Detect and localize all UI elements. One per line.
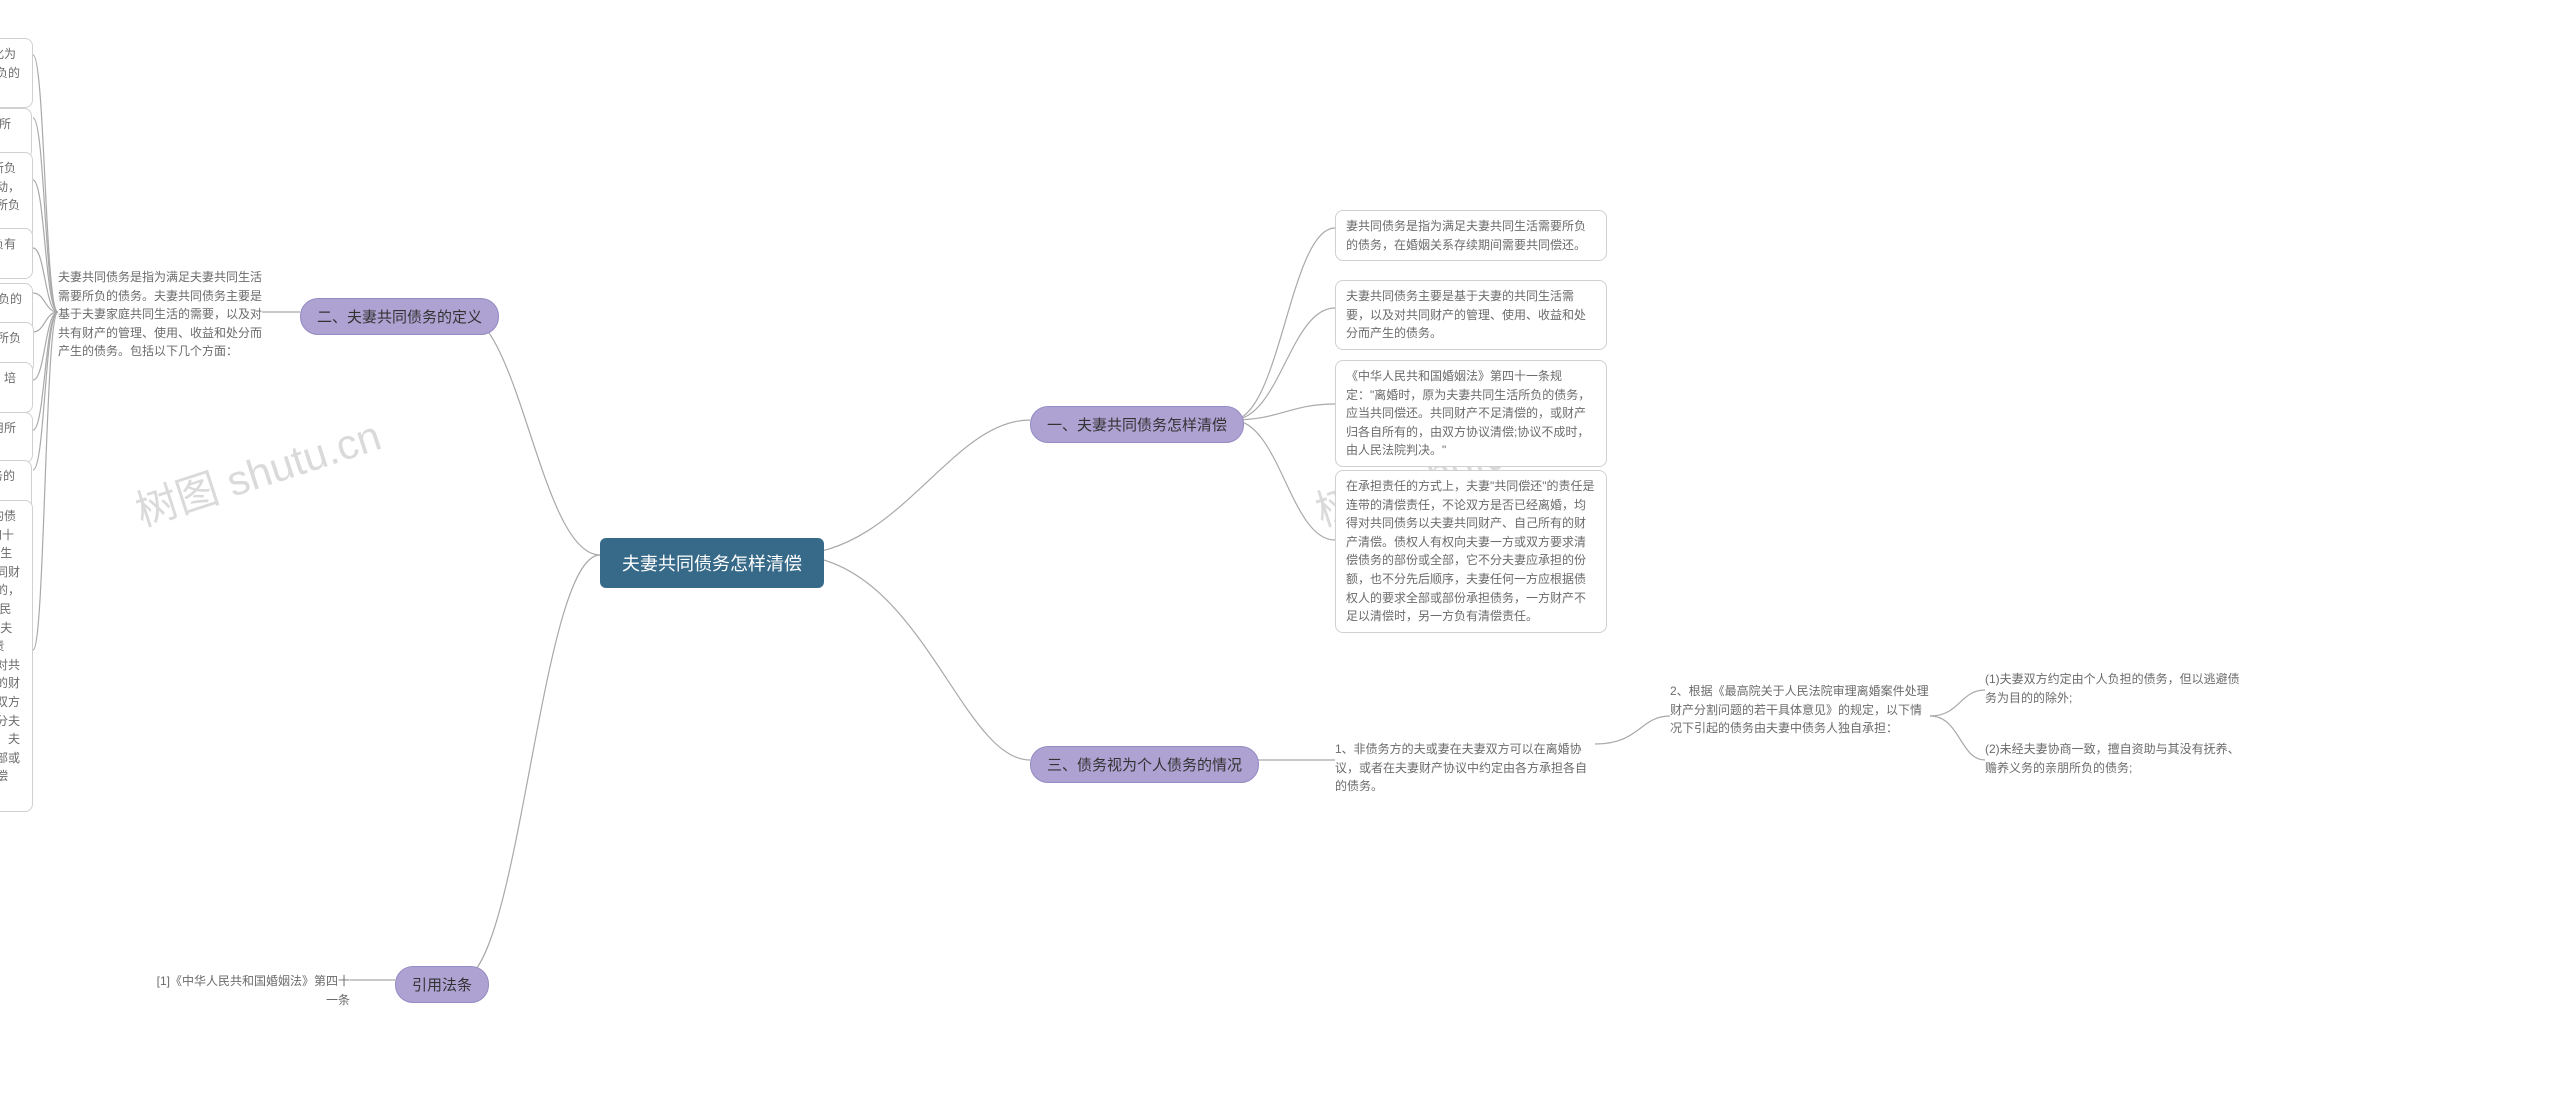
connector-layer xyxy=(0,0,2560,1113)
b2-leaf-8: (八)为支付正当必要的社会交往费用所负的债务; xyxy=(0,412,33,463)
b1-item-1: 妻共同债务是指为满足夫妻共同生活需要所负的债务，在婚姻关系存续期间需要共同偿还。 xyxy=(1335,210,1607,261)
b2-leaf-10: (十)其他应当认定为夫妻共同债务的债务。《中华人民共和国婚姻法》第四十一条规定：… xyxy=(0,500,33,812)
branch-4: 引用法条 xyxy=(395,966,489,1003)
b2-leaf-7: (七)为支付夫妻一方或双方的教育、培训费用所负的债务; xyxy=(0,362,33,413)
b2-leaf-1: (一)婚前一方借款购置的财产已转化为夫妻共同财产，为购置这些财产所负的债务; xyxy=(0,38,33,108)
branch-2: 二、夫妻共同债务的定义 xyxy=(300,298,499,335)
watermark: 树图 shutu.cn xyxy=(127,402,388,539)
b1-item-3: 《中华人民共和国婚姻法》第四十一条规定："离婚时，原为夫妻共同生活所负的债务，应… xyxy=(1335,360,1607,467)
b1-item-2: 夫妻共同债务主要是基于夫妻的共同生活需要，以及对共同财产的管理、使用、收益和处分… xyxy=(1335,280,1607,350)
b3-sub-2: (2)未经夫妻协商一致，擅自资助与其没有抚养、赡养义务的亲朋所负的债务; xyxy=(1985,740,2245,777)
b2-summary: 夫妻共同债务是指为满足夫妻共同生活需要所负的债务。夫妻共同债务主要是基于夫妻家庭… xyxy=(58,268,263,361)
b3-row1: 1、非债务方的夫或妻在夫妻双方可以在离婚协议，或者在夫妻财产协议中约定由各方承担… xyxy=(1335,740,1595,796)
b3-sub-1: (1)夫妻双方约定由个人负担的债务，但以逃避债务为目的的除外; xyxy=(1985,670,2245,707)
b3-row2: 2、根据《最高院关于人民法院审理离婚案件处理财产分割问题的若干具体意见》的规定，… xyxy=(1670,682,1930,738)
b1-item-4: 在承担责任的方式上，夫妻"共同偿还"的责任是连带的清偿责任，不论双方是否已经离婚… xyxy=(1335,470,1607,633)
center-node: 夫妻共同债务怎样清偿 xyxy=(600,538,824,588)
branch-3: 三、债务视为个人债务的情况 xyxy=(1030,746,1259,783)
b4-item-1: [1]《中华人民共和国婚姻法》第四十一条 xyxy=(150,972,350,1009)
branch-1: 一、夫妻共同债务怎样清偿 xyxy=(1030,406,1244,443)
b2-leaf-4: (四)夫妻一方或者双方治病以及为负有法定义务的人治病所负的债务; xyxy=(0,228,33,279)
